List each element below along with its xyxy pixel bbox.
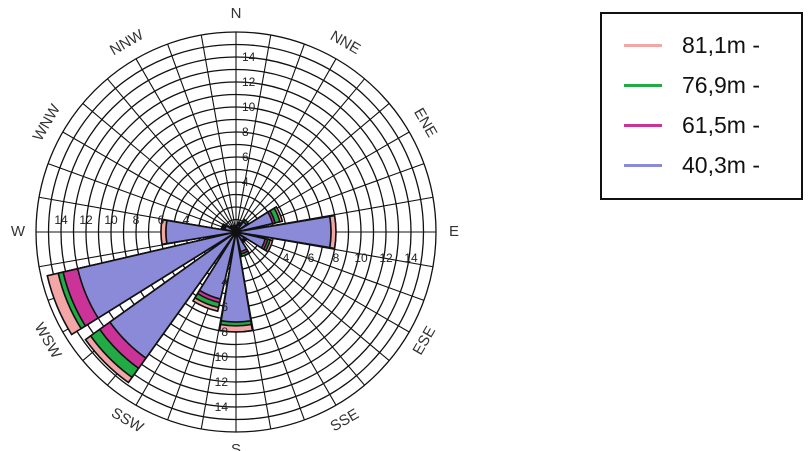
legend-item: 61,5m - (624, 108, 760, 142)
legend-swatch (624, 84, 662, 87)
radial-tick-label: 10 (215, 350, 229, 364)
legend-label: 76,9m - (682, 72, 760, 99)
radial-tick-label: 8 (133, 213, 140, 227)
direction-label: NNW (107, 26, 147, 59)
radial-tick-label: 8 (242, 125, 249, 139)
legend-label: 81,1m - (682, 32, 760, 59)
radial-tick-label: 14 (54, 213, 68, 227)
radial-tick-label: 6 (158, 213, 165, 227)
radial-tick-label: 6 (221, 300, 228, 314)
direction-label: ESE (409, 323, 439, 357)
radial-tick-label: 8 (221, 325, 228, 339)
direction-label: S (231, 441, 241, 451)
legend-swatch (624, 44, 662, 47)
legend-label: 61,5m - (682, 112, 760, 139)
radial-tick-label: 12 (215, 375, 229, 389)
direction-label: W (11, 223, 26, 240)
radial-tick-label: 12 (79, 213, 93, 227)
legend-label: 40,3m - (682, 152, 760, 179)
radial-tick-label: 6 (308, 251, 315, 265)
radial-tick-label: 12 (379, 251, 393, 265)
data-bars (47, 207, 336, 383)
radial-tick-label: 4 (283, 251, 290, 265)
radial-tick-label: 8 (333, 251, 340, 265)
legend-swatch (624, 124, 662, 127)
direction-label: NNE (327, 27, 363, 58)
radial-tick-label: 14 (404, 251, 418, 265)
legend-item: 76,9m - (624, 68, 760, 102)
legend: 81,1m - 76,9m - 61,5m - 40,3m - (600, 12, 803, 200)
radial-tick-label: 6 (242, 150, 249, 164)
direction-label: E (449, 223, 459, 240)
radial-tick-label: 10 (242, 100, 256, 114)
legend-item: 81,1m - (624, 28, 760, 62)
radial-tick-label: 4 (183, 213, 190, 227)
radial-tick-label: 12 (242, 75, 256, 89)
direction-label: SSW (108, 404, 147, 436)
direction-label: N (231, 5, 242, 22)
direction-label: SSE (327, 405, 361, 435)
legend-item: 40,3m - (624, 148, 760, 182)
radial-tick-label: 10 (104, 213, 118, 227)
radial-tick-label: 14 (242, 50, 256, 64)
radial-tick-label: 14 (215, 400, 229, 414)
radial-tick-label: 10 (354, 251, 368, 265)
radial-tick-label: 4 (221, 275, 228, 289)
legend-swatch (624, 164, 662, 167)
radial-tick-label: 4 (242, 175, 249, 189)
rose-bar (236, 216, 331, 247)
direction-label: ENE (410, 105, 440, 140)
